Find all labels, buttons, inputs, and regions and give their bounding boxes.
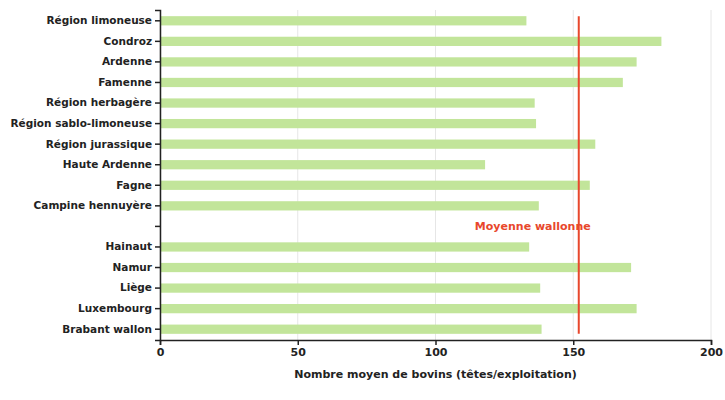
tick: Région limoneuse [47, 14, 160, 26]
bar [160, 263, 631, 272]
tick-mark [711, 340, 713, 345]
average-line [578, 16, 580, 334]
tick: Fagne [116, 179, 160, 191]
tick: Luxembourg [78, 302, 160, 314]
tick-label: 100 [425, 346, 448, 359]
tick-label: 200 [700, 346, 723, 359]
tick-mark [155, 246, 160, 248]
tick-label: Région limoneuse [47, 14, 152, 26]
bar [160, 37, 661, 46]
tick: Liège [120, 281, 160, 293]
bar [160, 98, 535, 107]
tick-mark [155, 226, 160, 228]
tick: Namur [113, 261, 160, 273]
tick-mark [298, 340, 300, 345]
axis-line [161, 341, 712, 346]
tick-label: Région jurassique [46, 138, 152, 150]
y-axis: Région limoneuse Condroz Ardenne Famenne Rég… [11, 11, 161, 341]
tick: 0 [157, 340, 165, 359]
tick-mark [155, 20, 160, 22]
annotation: Moyenne wallonne [475, 220, 591, 233]
tick: Famenne [98, 76, 160, 88]
tick-label: Condroz [104, 35, 152, 47]
tick-mark [155, 287, 160, 289]
tick: 50 [291, 340, 307, 359]
tick-label: Liège [120, 281, 152, 293]
tick-label: Haute Ardenne [63, 158, 152, 170]
tick: Haute Ardenne [63, 158, 160, 170]
bar [160, 140, 595, 149]
axis-line [155, 11, 161, 341]
tick-mark [155, 308, 160, 310]
tick-label: Ardenne [102, 55, 152, 67]
bar [160, 57, 637, 66]
tick: 200 [700, 340, 723, 359]
tick-mark [155, 82, 160, 84]
tick-mark [155, 41, 160, 43]
tick [155, 226, 160, 227]
tick-label: Région sablo-limoneuse [11, 117, 152, 129]
axis-title: Nombre moyen de bovins (têtes/exploitati… [294, 368, 577, 381]
tick: 150 [562, 340, 585, 359]
tick: Condroz [104, 35, 160, 47]
tick-label: Famenne [98, 76, 152, 88]
tick-mark [155, 61, 160, 63]
bar [160, 119, 536, 128]
tick: Brabant wallon [62, 323, 160, 335]
x-axis: 0 50 100 150 200 [157, 340, 724, 359]
tick: Hainaut [105, 240, 160, 252]
bar [160, 201, 539, 210]
bars [160, 16, 661, 334]
tick-label: Luxembourg [78, 302, 152, 314]
tick-mark [155, 164, 160, 166]
bar [160, 283, 540, 292]
tick-mark [435, 340, 437, 345]
bar [160, 78, 623, 87]
tick: 100 [425, 340, 448, 359]
tick-mark [155, 123, 160, 125]
tick: Campine hennuyère [34, 199, 160, 211]
tick-label: 50 [291, 346, 307, 359]
tick-mark [155, 102, 160, 104]
tick-mark [155, 185, 160, 187]
bar [160, 242, 529, 251]
tick-label: Brabant wallon [62, 323, 152, 335]
tick-label: Région herbagère [46, 96, 152, 108]
tick-mark [573, 340, 575, 345]
tick: Ardenne [102, 55, 160, 67]
plot: 0 50 100 150 200 Région limoneuse Condroz Arden… [11, 10, 724, 359]
chart: 0 50 100 150 200 Région limoneuse Condroz Arden… [0, 0, 725, 400]
tick-label: Campine hennuyère [34, 199, 152, 211]
tick: Région sablo-limoneuse [11, 117, 160, 129]
tick: Région herbagère [46, 96, 160, 108]
tick-mark [155, 205, 160, 207]
bar [160, 181, 590, 190]
bar [160, 304, 637, 313]
tick-label: Namur [113, 261, 153, 273]
bar [160, 16, 526, 25]
grid [160, 10, 711, 340]
bar [160, 325, 542, 334]
tick-mark [155, 143, 160, 145]
grid-line [711, 10, 712, 340]
tick-label: 0 [157, 346, 165, 359]
tick-label: 150 [562, 346, 585, 359]
tick: Région jurassique [46, 138, 160, 150]
bar [160, 160, 485, 169]
tick-mark [155, 267, 160, 269]
tick-mark [155, 328, 160, 330]
tick-label: Hainaut [105, 240, 152, 252]
tick-label: Fagne [116, 179, 152, 191]
